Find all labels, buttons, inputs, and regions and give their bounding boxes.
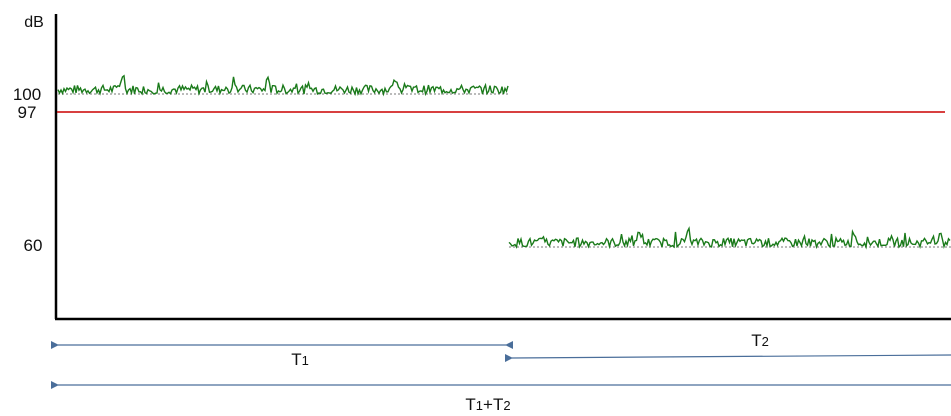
t2-interval-arrow: [504, 354, 951, 363]
y-unit-label: dB: [24, 14, 44, 31]
t1-t2-label: T1+T2: [465, 395, 510, 414]
y-tick-60: 60: [24, 236, 43, 255]
y-tick-97: 97: [18, 103, 37, 122]
noise-trace-t1: [57, 74, 509, 97]
t2-label: T2: [751, 331, 769, 350]
noise-trace-t2: [508, 226, 951, 250]
t1-label: T1: [291, 350, 309, 369]
y-tick-100: 100: [13, 85, 41, 104]
